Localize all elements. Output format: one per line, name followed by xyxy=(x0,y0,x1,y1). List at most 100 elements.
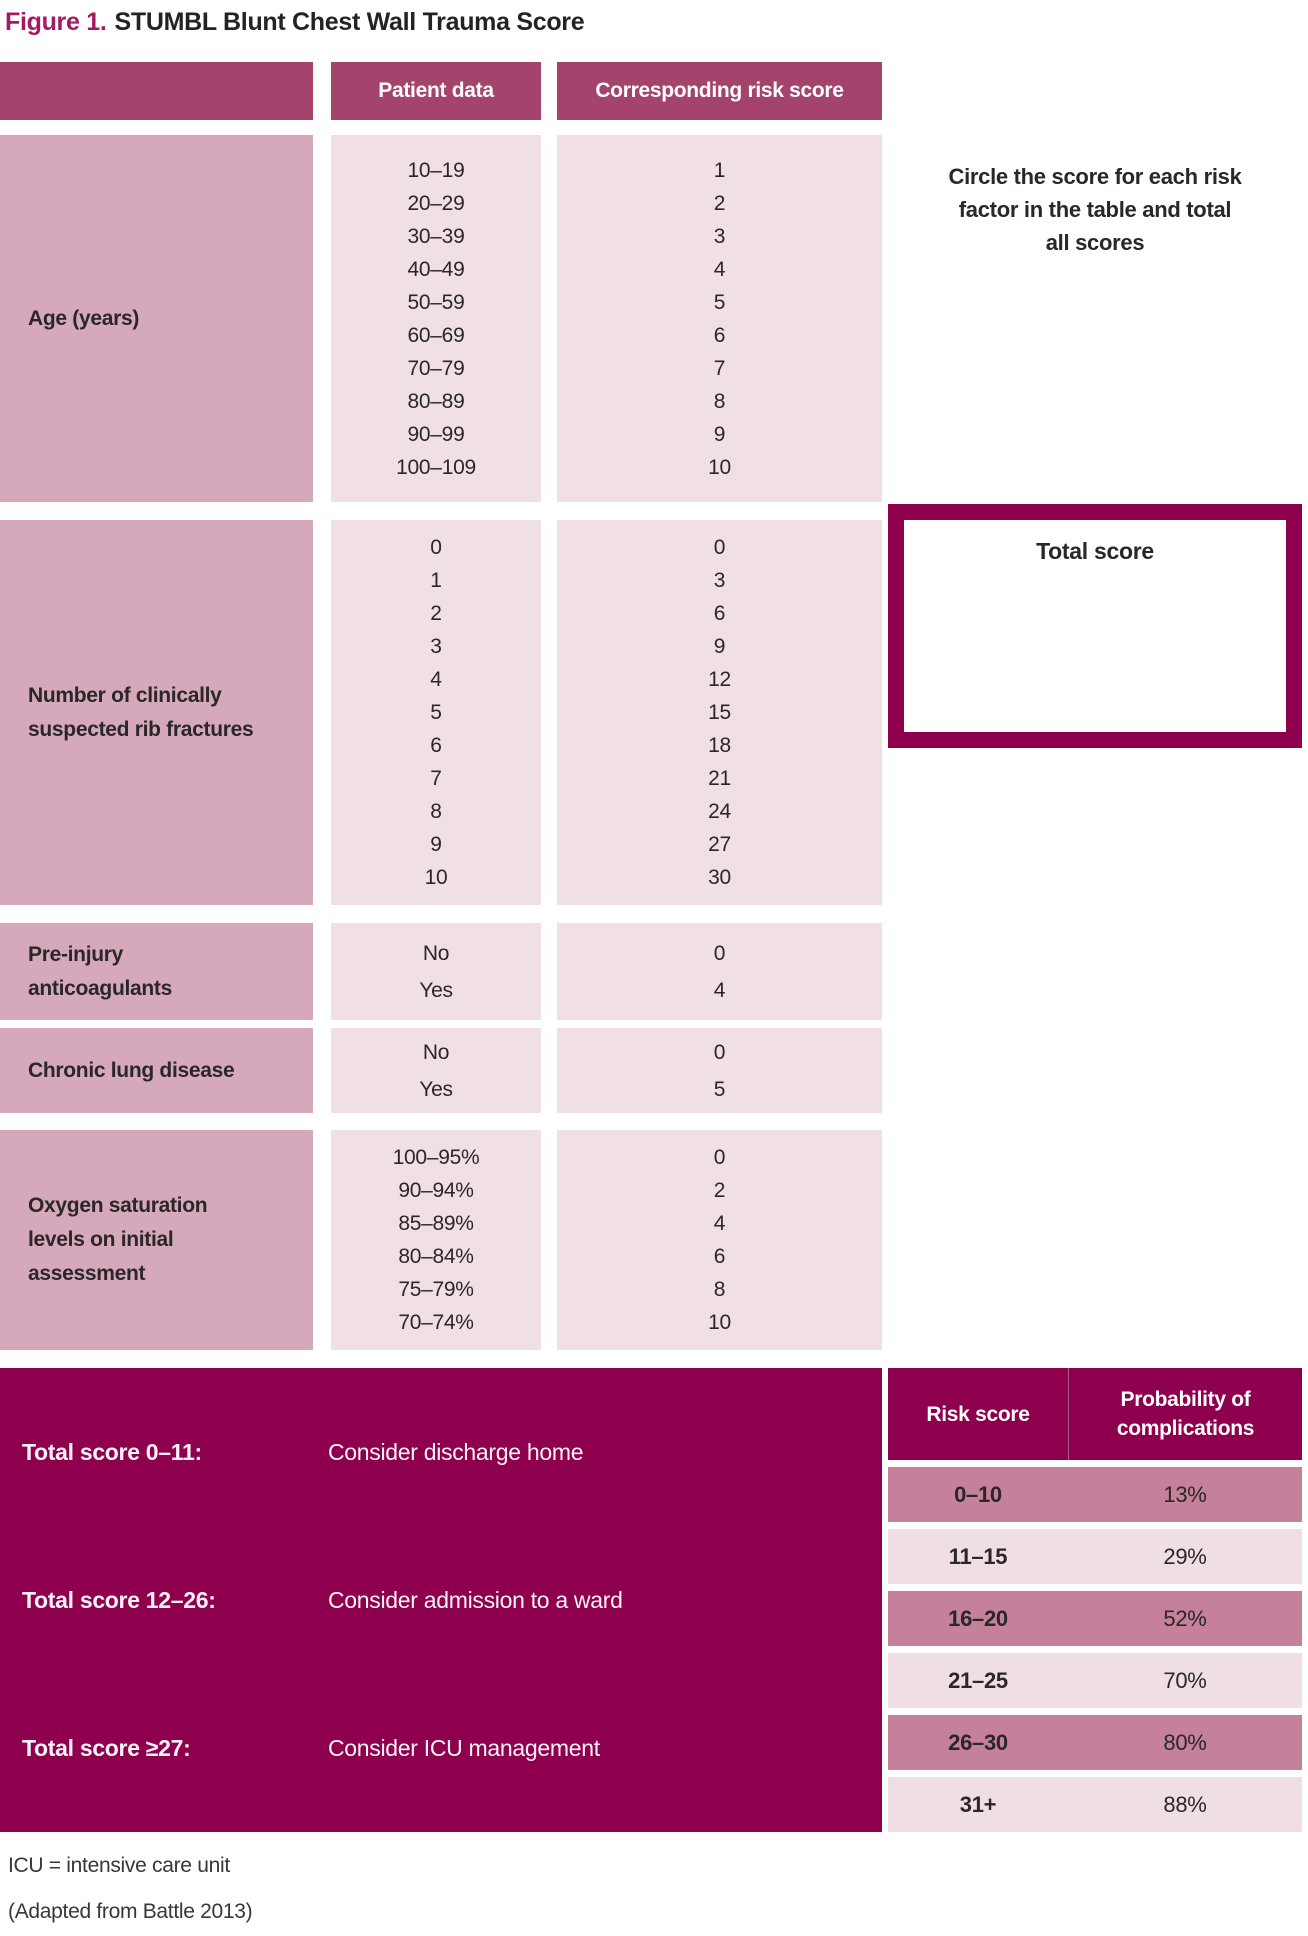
value-line: 6 xyxy=(430,734,442,757)
value-line: 100–109 xyxy=(396,455,476,479)
value-line: 3 xyxy=(713,224,726,248)
value-line: 2 xyxy=(713,1179,726,1202)
value-line: 9 xyxy=(713,635,726,658)
complication-probability: 29% xyxy=(1163,1543,1207,1569)
value-line: No xyxy=(422,1040,450,1064)
risk-table-row: 16–20 52% xyxy=(888,1591,1302,1646)
value-line: 85–89% xyxy=(398,1212,474,1235)
value-line: No xyxy=(422,941,450,965)
value-line: 0 xyxy=(713,941,726,965)
value-line: 4 xyxy=(713,1212,726,1235)
value-line: 0 xyxy=(713,536,726,559)
risk-score-header-label: Corresponding risk score xyxy=(595,79,844,102)
value-line: 40–49 xyxy=(407,257,465,281)
value-line: 75–79% xyxy=(398,1278,474,1301)
complication-probability: 52% xyxy=(1163,1605,1207,1631)
recommendation-mid-text: Consider admission to a ward xyxy=(328,1586,623,1613)
value-line: Yes xyxy=(419,1077,453,1101)
recommendation-mid-label: Total score 12–26: xyxy=(22,1586,216,1613)
value-line: 90–99 xyxy=(407,422,465,446)
rib-fractures-risk-score-cell: 0 3 6 9 12 15 18 21 24 27 30 xyxy=(557,520,882,905)
value-line: 9 xyxy=(430,833,442,856)
recommendations-box: Total score 0–11: Consider discharge hom… xyxy=(0,1368,882,1832)
risk-table-row: 11–15 29% xyxy=(888,1529,1302,1584)
rib-fractures-patient-data-cell: 0 1 2 3 4 5 6 7 8 9 10 xyxy=(331,520,541,905)
age-label-cell: Age (years) xyxy=(0,135,313,502)
figure-number: Figure 1. xyxy=(5,8,107,36)
value-line: 3 xyxy=(713,569,726,592)
value-line: 10 xyxy=(708,455,731,479)
lung-disease-label: Chronic lung disease xyxy=(28,1058,235,1082)
value-line: 6 xyxy=(713,1245,726,1268)
value-line: 4 xyxy=(430,668,442,691)
value-line: 7 xyxy=(713,356,726,380)
risk-score-range: 21–25 xyxy=(948,1667,1008,1693)
risk-table-header: Risk score Probability of complications xyxy=(888,1368,1302,1460)
risk-score-range: 11–15 xyxy=(948,1543,1008,1569)
value-line: 2 xyxy=(713,191,726,215)
header-cell-patient-data: Patient data xyxy=(331,62,541,120)
instruction-text: Circle the score for each risk factor in… xyxy=(948,164,1242,255)
recommendation-high-text: Consider ICU management xyxy=(328,1734,600,1761)
total-score-label: Total score xyxy=(1036,538,1154,564)
risk-score-range: 0–10 xyxy=(954,1481,1002,1507)
value-line: 30 xyxy=(708,866,731,889)
age-label: Age (years) xyxy=(28,306,140,330)
recommendation-row-high: Total score ≥27: Consider ICU management xyxy=(0,1735,882,1762)
value-line: Yes xyxy=(419,978,453,1002)
patient-data-header-label: Patient data xyxy=(378,79,494,102)
probability-column-header: Probability of complications xyxy=(1068,1368,1302,1460)
recommendation-high-label: Total score ≥27: xyxy=(22,1734,191,1761)
value-line: 27 xyxy=(708,833,731,856)
complication-probability: 70% xyxy=(1163,1667,1207,1693)
risk-probability-table: Risk score Probability of complications … xyxy=(888,1368,1302,1832)
value-line: 8 xyxy=(430,800,442,823)
value-line: 2 xyxy=(430,602,442,625)
complication-probability: 13% xyxy=(1163,1481,1207,1507)
value-line: 80–89 xyxy=(407,389,465,413)
age-patient-data-cell: 10–19 20–29 30–39 40–49 50–59 60–69 70–79 80–89… xyxy=(331,135,541,502)
risk-score-range: 31+ xyxy=(959,1791,997,1817)
age-risk-score-cell: 1 2 3 4 5 6 7 8 9 10 xyxy=(557,135,882,502)
anticoagulants-label: Pre-injury anticoagulants xyxy=(28,942,172,1000)
value-line: 7 xyxy=(430,767,442,790)
value-line: 9 xyxy=(713,422,726,446)
risk-score-column-header: Risk score xyxy=(926,1402,1030,1426)
oxygen-patient-data-cell: 100–95% 90–94% 85–89% 80–84% 75–79% 70–74% xyxy=(331,1130,541,1350)
value-line: 15 xyxy=(708,701,731,724)
value-line: 80–84% xyxy=(398,1245,474,1268)
value-line: 1 xyxy=(430,569,442,592)
value-line: 100–95% xyxy=(392,1146,480,1169)
value-line: 6 xyxy=(713,602,726,625)
value-line: 0 xyxy=(430,536,442,559)
value-line: 70–79 xyxy=(407,356,465,380)
total-score-box: Total score xyxy=(888,504,1302,748)
figure-title-text: STUMBL Blunt Chest Wall Trauma Score xyxy=(114,8,585,36)
value-line: 5 xyxy=(430,701,442,724)
value-line: 90–94% xyxy=(398,1179,474,1202)
value-line: 0 xyxy=(713,1146,726,1169)
figure-title: Figure 1. STUMBL Blunt Chest Wall Trauma … xyxy=(5,8,585,37)
risk-table-rows: 0–10 13% 11–15 29% 16–20 52% 21–25 70% 26–30 80% 3… xyxy=(888,1467,1302,1832)
value-line: 3 xyxy=(430,635,442,658)
score-table-header-row: Patient data Corresponding risk score xyxy=(0,62,882,120)
footnote-icu-definition: ICU = intensive care unit xyxy=(8,1854,230,1877)
value-line: 4 xyxy=(713,257,726,281)
value-line: 10 xyxy=(424,866,448,889)
value-line: 12 xyxy=(708,668,731,691)
recommendation-low-text: Consider discharge home xyxy=(328,1438,584,1465)
value-line: 70–74% xyxy=(398,1311,474,1334)
value-line: 20–29 xyxy=(407,191,465,215)
lung-disease-label-cell: Chronic lung disease xyxy=(0,1028,313,1113)
value-line: 24 xyxy=(708,800,731,823)
risk-score-range: 16–20 xyxy=(948,1605,1008,1631)
risk-table-row: 21–25 70% xyxy=(888,1653,1302,1708)
rib-fractures-label-cell: Number of clinically suspected rib fract… xyxy=(0,520,313,905)
recommendation-row-low: Total score 0–11: Consider discharge hom… xyxy=(0,1439,882,1466)
oxygen-risk-score-cell: 0 2 4 6 8 10 xyxy=(557,1130,882,1350)
